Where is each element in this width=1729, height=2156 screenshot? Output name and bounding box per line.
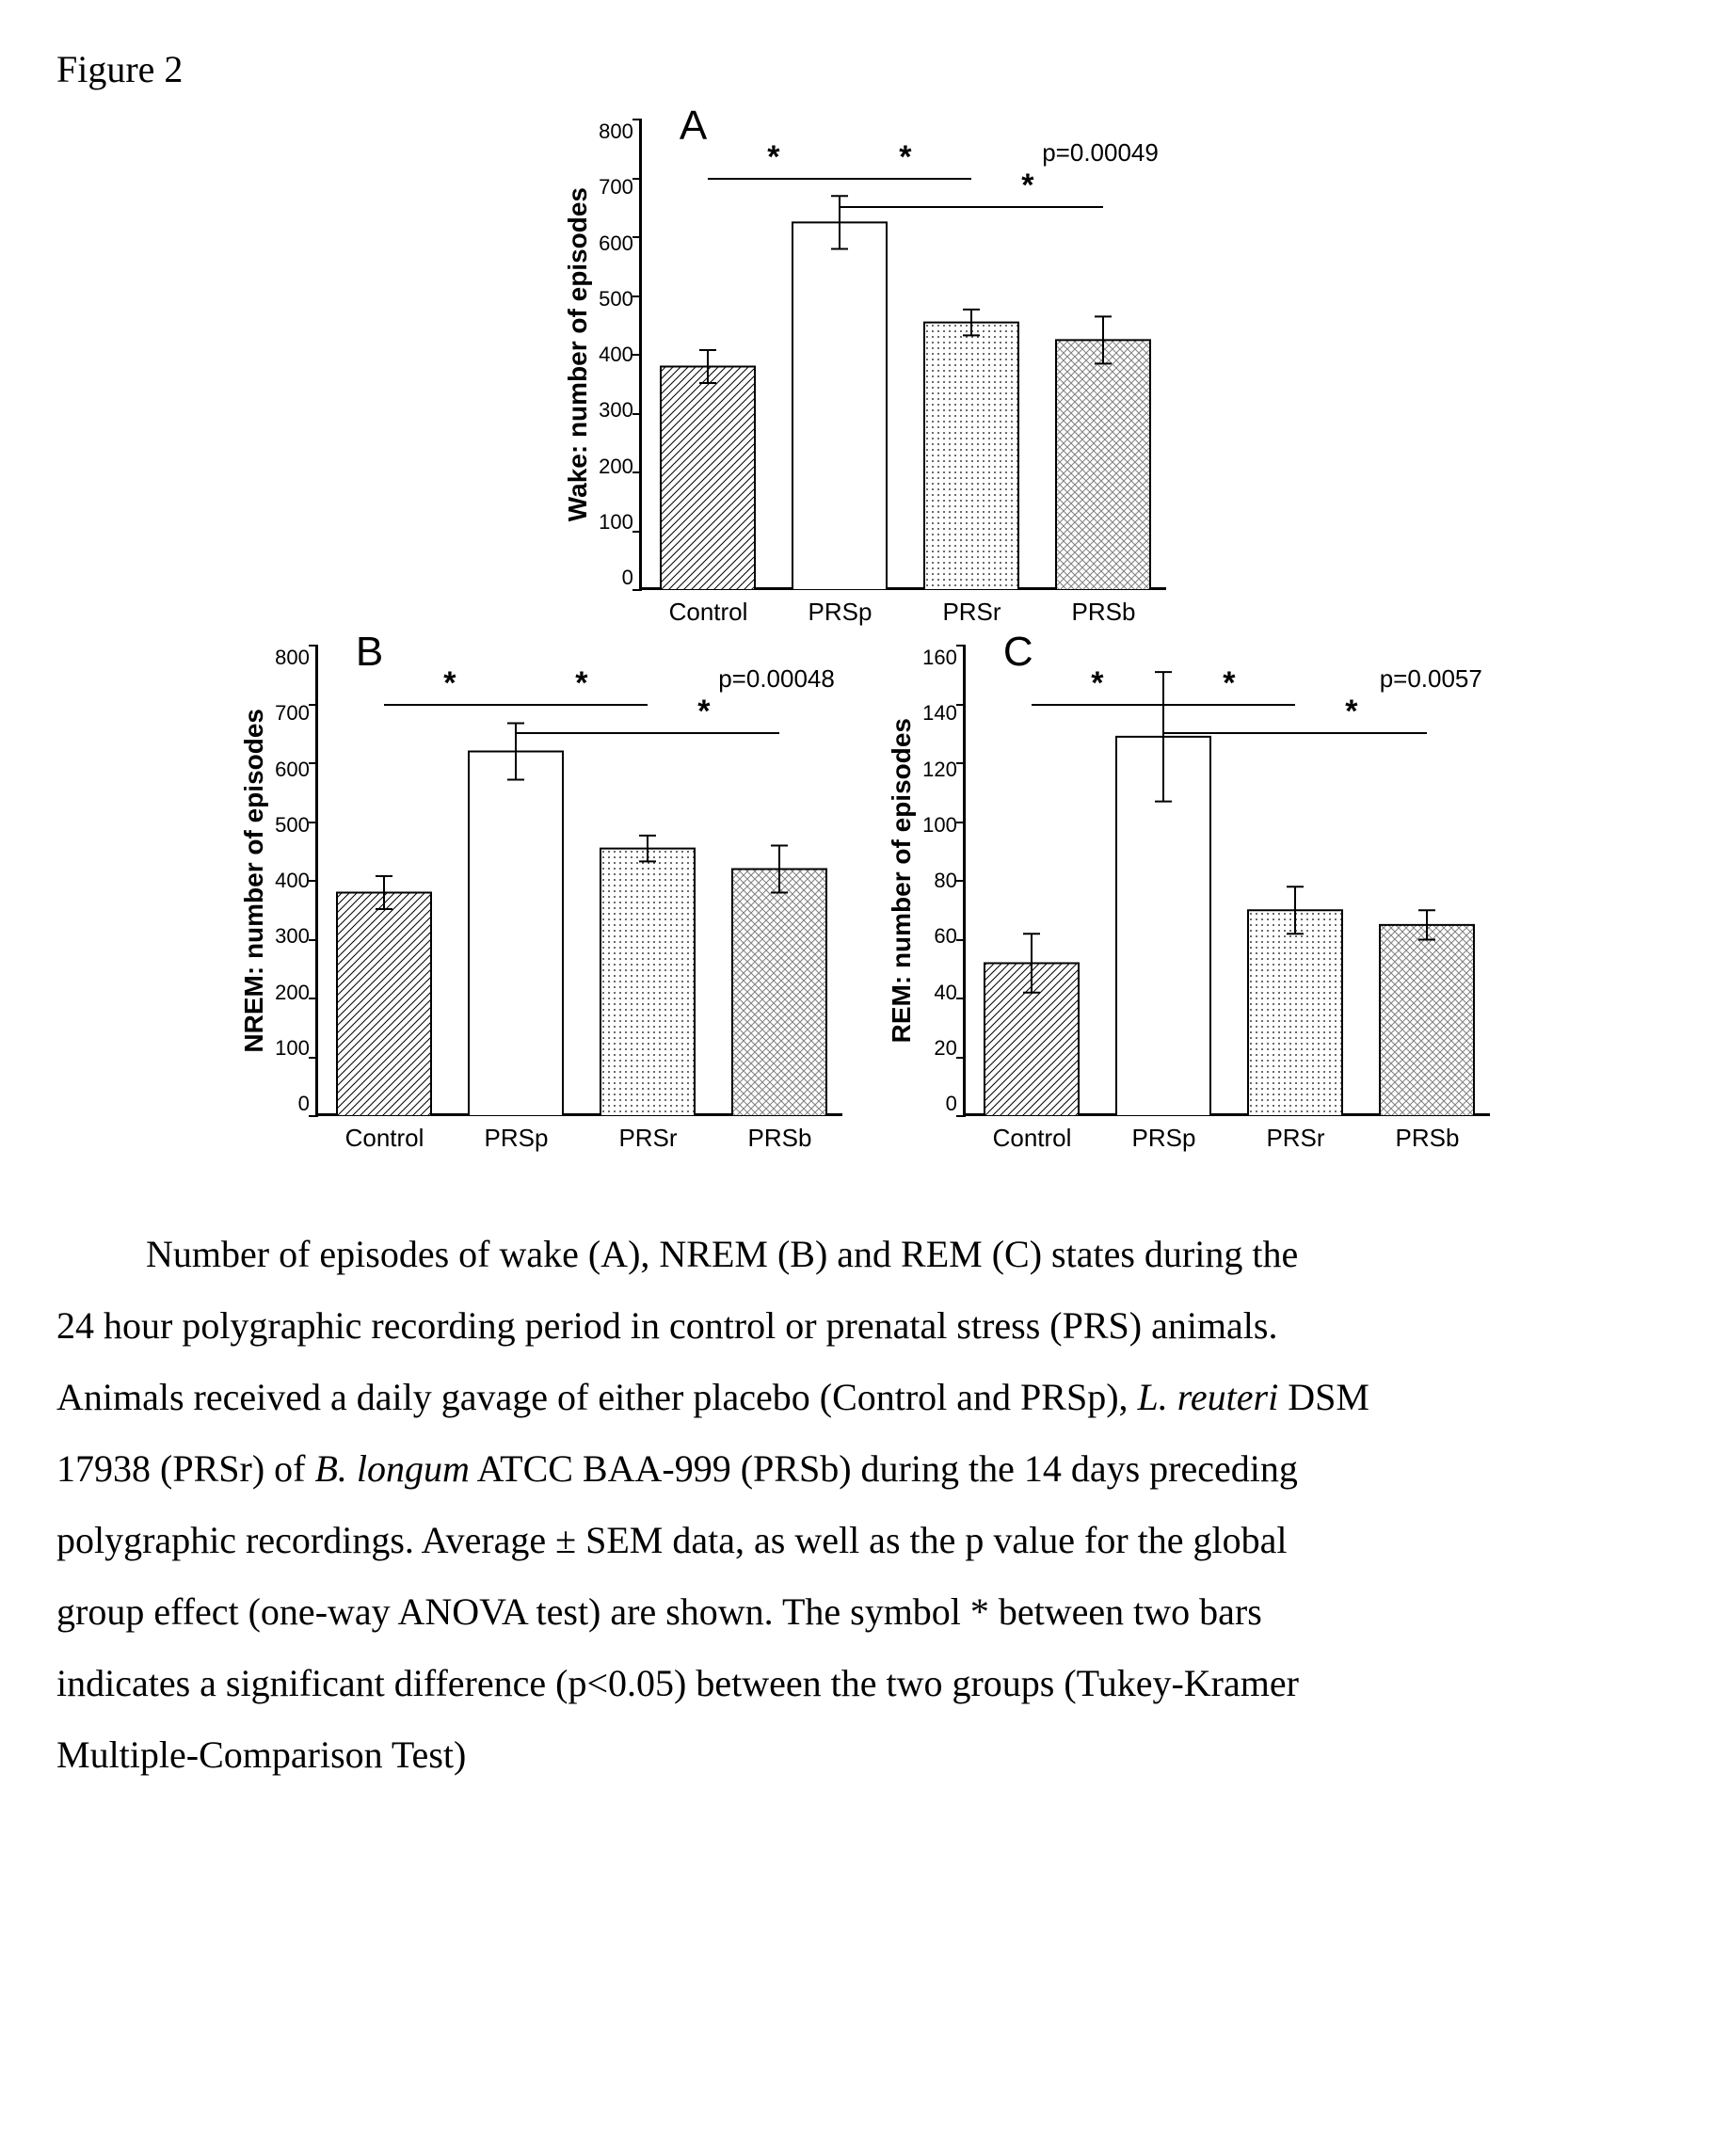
caption-l8: Multiple-Comparison Test) [56, 1733, 466, 1776]
bar [661, 367, 755, 591]
significance-line [516, 704, 648, 706]
plot-area: Cp=0.0057*** [963, 646, 1490, 1116]
significance-line [1032, 704, 1163, 706]
caption-l4b: B. longum [314, 1447, 469, 1490]
significance-star: * [1223, 665, 1235, 702]
panel-a: Wake: number of episodes8007006005004003… [560, 120, 1170, 627]
caption-l3a: Animals received a daily gavage of eithe… [56, 1376, 1138, 1418]
significance-star: * [575, 665, 587, 702]
y-axis-label: NREM: number of episodes [239, 709, 269, 1053]
significance-line [840, 206, 1103, 208]
y-axis-label: REM: number of episodes [887, 718, 917, 1043]
caption-l1: Number of episodes of wake (A), NREM (B)… [56, 1219, 1298, 1290]
significance-star: * [767, 139, 779, 176]
caption-l3b: L. reuteri [1138, 1376, 1279, 1418]
significance-star: * [1091, 665, 1103, 702]
bar [600, 849, 695, 1116]
bar [1380, 925, 1474, 1116]
y-axis-label: Wake: number of episodes [563, 187, 593, 521]
panel-c: REM: number of episodes16014012010080604… [884, 646, 1494, 1153]
significance-line [708, 178, 840, 180]
panel-b: NREM: number of episodes8007006005004003… [236, 646, 846, 1153]
row-top: Wake: number of episodes8007006005004003… [56, 120, 1673, 627]
figure-page: Figure 2 Wake: number of episodes8007006… [0, 0, 1729, 1866]
bar [1056, 340, 1150, 590]
significance-line [516, 732, 779, 734]
x-tick-labels: ControlPRSpPRSrPRSb [319, 1124, 846, 1153]
significance-line [840, 178, 971, 180]
bar [469, 752, 563, 1117]
significance-line [384, 704, 516, 706]
bar [732, 870, 826, 1117]
significance-star: * [443, 665, 456, 702]
caption-l3c: DSM [1278, 1376, 1369, 1418]
significance-line [1163, 704, 1295, 706]
significance-star: * [697, 694, 710, 730]
caption-l6: group effect (one-way ANOVA test) are sh… [56, 1590, 1262, 1633]
row-bottom: NREM: number of episodes8007006005004003… [56, 646, 1673, 1153]
bar [924, 323, 1018, 590]
x-tick-labels: ControlPRSpPRSrPRSb [643, 598, 1170, 627]
significance-star: * [899, 139, 911, 176]
caption-l7: indicates a significant difference (p<0.… [56, 1662, 1299, 1704]
bar [337, 893, 431, 1117]
bar [1248, 910, 1342, 1116]
bar [792, 222, 887, 590]
figure-label: Figure 2 [56, 47, 1673, 91]
x-tick-labels: ControlPRSpPRSrPRSb [967, 1124, 1494, 1153]
caption-l4a: 17938 (PRSr) of [56, 1447, 314, 1490]
caption-l4c: ATCC BAA-999 (PRSb) during the 14 days p… [470, 1447, 1298, 1490]
caption-l5: polygraphic recordings. Average ± SEM da… [56, 1519, 1287, 1561]
caption-l2: 24 hour polygraphic recording period in … [56, 1304, 1277, 1347]
significance-star: * [1021, 168, 1033, 204]
plot-area: Bp=0.00048*** [315, 646, 842, 1116]
significance-star: * [1345, 694, 1357, 730]
plot-area: Ap=0.00049*** [639, 120, 1166, 590]
figure-caption: Number of episodes of wake (A), NREM (B)… [56, 1219, 1673, 1791]
significance-line [1163, 732, 1427, 734]
